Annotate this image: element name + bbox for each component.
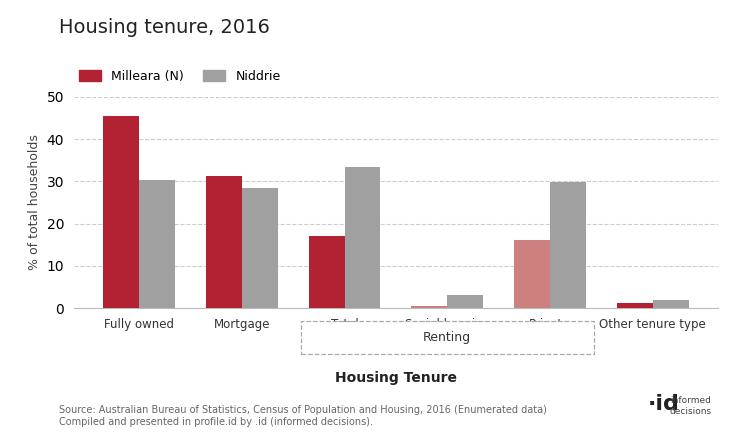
Text: Housing tenure, 2016: Housing tenure, 2016 (59, 18, 270, 37)
Legend: Milleara (N), Niddrie: Milleara (N), Niddrie (74, 65, 286, 88)
Text: Housing Tenure: Housing Tenure (335, 371, 457, 385)
Bar (242, 187, 278, 308)
Y-axis label: % of total households: % of total households (28, 135, 41, 270)
Bar (139, 180, 175, 308)
Bar (653, 300, 688, 308)
Text: Source: Australian Bureau of Statistics, Census of Population and Housing, 2016 : Source: Australian Bureau of Statistics,… (59, 405, 547, 427)
Text: informed
decisions: informed decisions (670, 396, 712, 416)
Bar (411, 306, 447, 308)
Bar (206, 176, 242, 308)
Bar (550, 182, 586, 308)
Bar (104, 116, 139, 308)
Bar (309, 236, 345, 308)
Text: Renting: Renting (423, 331, 471, 344)
Bar (345, 167, 380, 308)
Bar (447, 295, 483, 308)
Bar (514, 240, 550, 308)
Bar (616, 303, 653, 308)
Text: ·id: ·id (648, 394, 679, 414)
FancyBboxPatch shape (301, 321, 593, 355)
